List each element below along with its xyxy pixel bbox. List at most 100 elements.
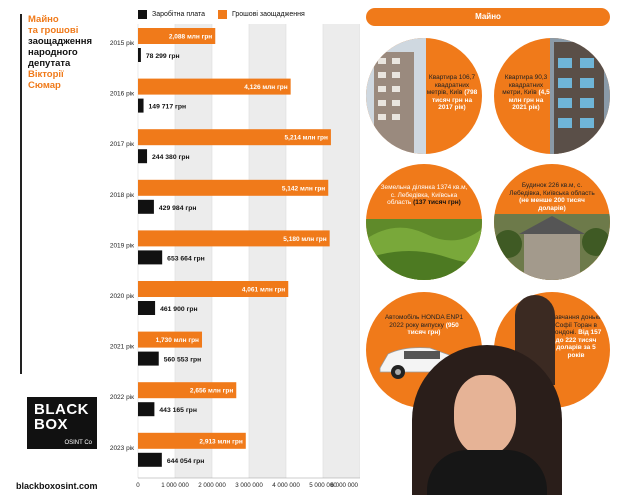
- property-desc: Навчання доньки Софії Торан в Лондоні.: [550, 314, 602, 336]
- savings-value-label: 5,180 млн грн: [283, 236, 326, 243]
- x-tick-label: 2 000 000: [198, 482, 226, 489]
- title-line: Майно: [28, 14, 59, 25]
- title-line: народного: [28, 47, 78, 58]
- y-tick-label: 2017 рік: [110, 140, 134, 148]
- savings-value-label: 5,214 млн грн: [285, 135, 328, 142]
- deputy-portrait: [412, 345, 562, 495]
- savings-value-label: 5,142 млн грн: [282, 185, 325, 192]
- property-apartment-1: Квартира 106,7 квадратних метрів, Київ (…: [366, 38, 482, 154]
- salary-bar: [138, 402, 155, 417]
- y-tick-label: 2023 рік: [110, 444, 134, 452]
- savings-bar: [138, 331, 203, 348]
- property-desc: Будинок 226 кв.м, с. Лебедівка, Київська…: [509, 182, 595, 197]
- property-land-plot: Земельна ділянка 1374 кв.м, с. Лебедівка…: [366, 164, 482, 280]
- property-value: (950 тисяч грн): [407, 321, 459, 337]
- title-line: заощадження: [28, 36, 93, 47]
- property-desc: Квартира 106,7 квадратних метрів, Київ: [426, 74, 476, 96]
- property-desc: Автомобіль HONDA ENP1 2022 року випуску: [384, 314, 464, 329]
- apartment-building-image: [550, 38, 610, 154]
- y-tick-label: 2019 рік: [110, 241, 134, 249]
- y-tick-label: 2021 рік: [110, 343, 134, 351]
- savings-bar: [138, 78, 291, 95]
- savings-bar: [138, 281, 289, 297]
- property-house: Будинок 226 кв.м, с. Лебедівка, Київська…: [494, 164, 610, 280]
- salary-value-label: 244 380 грн: [152, 154, 190, 161]
- x-tick-label: 6 000 000: [330, 482, 358, 489]
- x-tick-label: 3 000 000: [235, 482, 263, 489]
- property-header: Майно: [366, 8, 610, 26]
- x-tick-label: 4 000 000: [272, 482, 300, 489]
- salary-bar: [138, 149, 148, 164]
- property-value: (не менше 200 тисяч доларів): [519, 197, 585, 212]
- property-desc: Земельна ділянка 1374 кв.м, с. Лебедівка…: [380, 184, 468, 206]
- title-block: Майно та грошові заощадження народного д…: [0, 0, 110, 380]
- salary-value-label: 644 054 грн: [167, 458, 205, 465]
- salary-value-label: 429 984 грн: [159, 205, 197, 212]
- title-divider: [20, 14, 22, 374]
- legend-label-savings: Грошові заощадження: [232, 11, 305, 18]
- savings-bar: [138, 432, 246, 449]
- logo-text: BLACK: [34, 401, 89, 418]
- salary-bar: [138, 98, 144, 113]
- legend-salary: Заробітна плата: [138, 10, 205, 19]
- savings-value-label: 4,061 млн грн: [242, 287, 285, 294]
- x-tick-label: 0: [136, 482, 140, 489]
- salary-bar: [138, 351, 159, 366]
- y-tick-label: 2018 рік: [110, 191, 134, 199]
- grid-band: [323, 24, 360, 478]
- logo-text: BOX: [34, 416, 69, 433]
- savings-bar: [138, 179, 329, 196]
- salary-bar: [138, 250, 163, 265]
- salary-value-label: 78 299 грн: [146, 53, 180, 60]
- y-tick-label: 2015 рік: [110, 39, 134, 47]
- logo-subtitle: OSINT Co: [64, 440, 92, 446]
- portrait-face: [454, 375, 516, 455]
- salary-bar: [138, 199, 154, 214]
- legend-label-salary: Заробітна плата: [152, 11, 206, 18]
- property-text: Навчання доньки Софії Торан в Лондоні. В…: [550, 314, 602, 359]
- salary-bar: [138, 48, 141, 62]
- savings-bar: [138, 129, 331, 146]
- page-title: Майно та грошові заощадження народного д…: [28, 14, 108, 91]
- title-line: Сюмар: [28, 80, 61, 91]
- house-image: [494, 214, 610, 280]
- title-line: та грошові: [28, 25, 79, 36]
- property-text: Автомобіль HONDA ENP1 2022 року випуску …: [380, 314, 468, 337]
- property-text: Будинок 226 кв.м, с. Лебедівка, Київська…: [508, 182, 596, 212]
- savings-value-label: 2,088 млн грн: [169, 34, 212, 41]
- y-tick-label: 2022 рік: [110, 393, 134, 401]
- property-value: (137 тисяч грн): [413, 199, 461, 206]
- property-text: Земельна ділянка 1374 кв.м, с. Лебедівка…: [380, 184, 468, 207]
- salary-value-label: 443 165 грн: [159, 407, 197, 414]
- title-line: депутата: [28, 58, 71, 69]
- site-url: blackboxosint.com: [16, 481, 98, 491]
- landscape-image: [366, 219, 482, 280]
- salary-bar: [138, 452, 162, 467]
- property-value: Від 157 до 222 тисяч доларів за 5 років: [555, 329, 602, 359]
- savings-value-label: 4,126 млн грн: [244, 84, 287, 91]
- savings-value-label: 2,913 млн грн: [199, 438, 242, 445]
- property-value: (798 тисяч грн на 2017 рік): [431, 89, 478, 111]
- x-tick-label: 1 000 000: [161, 482, 189, 489]
- savings-bar: [138, 230, 330, 247]
- legend-swatch-salary: [138, 10, 147, 19]
- savings-bar: [138, 28, 216, 44]
- title-line: Вікторії: [28, 69, 64, 80]
- portrait-body: [427, 450, 547, 495]
- salary-value-label: 461 900 грн: [160, 306, 198, 313]
- y-tick-label: 2020 рік: [110, 292, 134, 300]
- property-desc: Квартира 90,3 квадратних метри, Київ: [502, 74, 548, 96]
- legend-swatch-savings: [218, 10, 227, 19]
- x-tick-label: 5 000 000: [309, 482, 337, 489]
- property-text: Квартира 90,3 квадратних метри, Київ (4,…: [502, 74, 550, 112]
- blackbox-logo: BLACK BOX OSINT Co: [27, 397, 97, 449]
- salary-value-label: 560 553 грн: [164, 357, 202, 364]
- savings-value-label: 2,656 млн грн: [190, 388, 233, 395]
- salary-bar: [138, 301, 156, 315]
- savings-value-label: 1,730 млн грн: [156, 337, 199, 344]
- property-apartment-2: Квартира 90,3 квадратних метри, Київ (4,…: [494, 38, 610, 154]
- property-value: (4,5 млн грн на 2021 рік): [508, 89, 550, 111]
- bar-chart: 2015 рік 2,088 млн грн 78 299 грн 2016 рік 4…: [110, 24, 360, 489]
- grid-band: [175, 24, 212, 478]
- savings-bar: [138, 382, 237, 399]
